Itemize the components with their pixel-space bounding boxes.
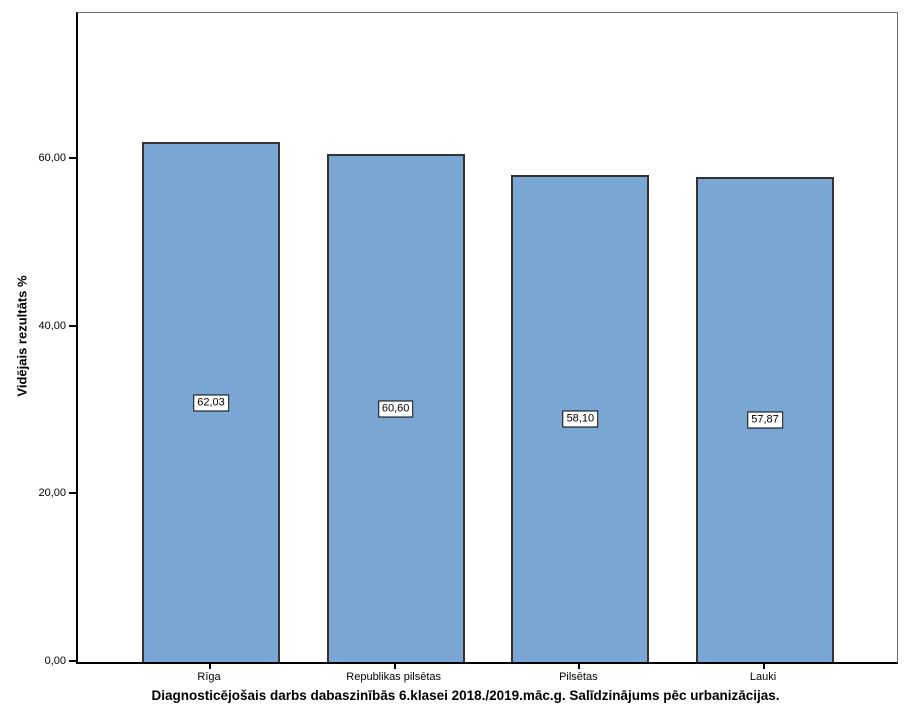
x-category-label: Pilsētas <box>559 671 598 683</box>
bar-value-label: 57,87 <box>747 411 783 429</box>
plot-area: 62,03 60,60 58,10 57,87 <box>76 12 898 664</box>
x-tick-mark <box>393 663 396 669</box>
bar-value-label: 58,10 <box>562 410 599 428</box>
bar-value-label: 62,03 <box>193 394 229 412</box>
bar: 58,10 <box>511 174 650 662</box>
x-category-label: Republikas pilsētas <box>346 671 442 683</box>
x-category-label: Lauki <box>749 671 777 683</box>
x-tick-mark <box>209 663 211 669</box>
bar: 62,03 <box>142 141 280 662</box>
y-tick-label: 40,00 <box>38 319 66 332</box>
bar: 57,87 <box>696 176 834 662</box>
y-tick-mark <box>69 156 76 159</box>
y-tick-label: 60,00 <box>38 151 66 164</box>
chart-title: Diagnosticējošais darbs dabaszinībās 6.k… <box>151 688 780 703</box>
y-tick-mark <box>69 660 76 662</box>
y-tick-label: 0,00 <box>44 655 66 667</box>
y-tick-mark <box>69 492 76 495</box>
x-tick-mark <box>578 663 581 669</box>
x-category-label: Rīga <box>197 671 221 683</box>
y-tick-mark <box>69 324 76 327</box>
y-axis-title: Vidējais rezultāts % <box>14 275 30 397</box>
y-tick-label: 20,00 <box>38 487 66 500</box>
bar: 60,60 <box>326 153 465 662</box>
x-tick-mark <box>763 663 765 669</box>
bar-value-label: 60,60 <box>377 400 414 418</box>
